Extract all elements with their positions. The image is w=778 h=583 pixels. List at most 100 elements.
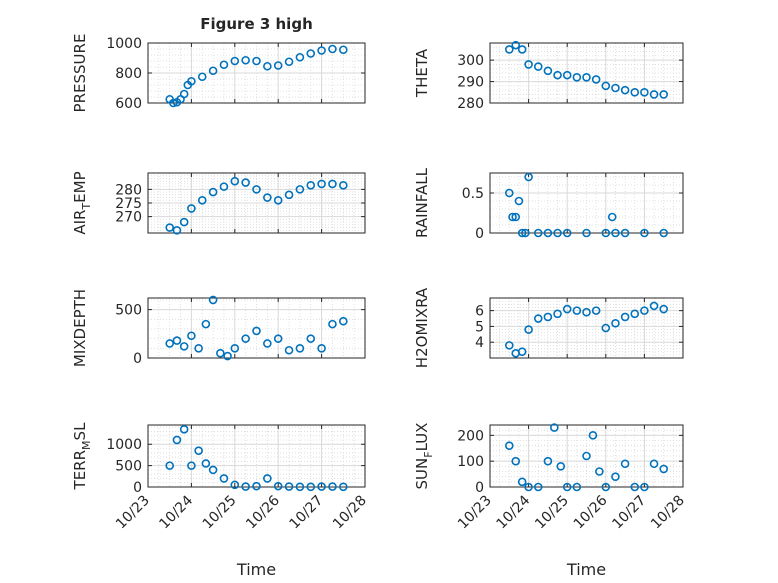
x-tick-label: 10/27 xyxy=(287,493,327,533)
data-point xyxy=(524,60,533,69)
y-tick-label: 290 xyxy=(457,75,484,91)
data-point xyxy=(572,482,582,492)
data-point xyxy=(263,339,272,348)
data-point xyxy=(640,482,649,492)
data-point xyxy=(179,217,189,227)
y-tick-label: 280 xyxy=(115,182,142,198)
data-point xyxy=(582,72,591,82)
data-point xyxy=(241,482,250,491)
y-tick-label: 270 xyxy=(115,210,142,226)
data-point xyxy=(219,182,229,191)
data-point xyxy=(511,40,521,50)
data-point xyxy=(659,90,669,99)
y-tick-label: 0.5 xyxy=(462,186,484,202)
y-tick-label: 6 xyxy=(475,304,484,320)
data-point xyxy=(553,70,562,80)
data-point xyxy=(263,61,272,71)
data-point xyxy=(533,62,543,71)
data-point xyxy=(317,179,326,189)
data-point xyxy=(179,424,189,434)
data-point xyxy=(197,72,207,82)
data-point xyxy=(562,70,572,80)
data-point xyxy=(543,228,553,238)
data-point xyxy=(208,187,218,197)
y-tick-label: 280 xyxy=(457,96,484,112)
data-points xyxy=(165,295,348,361)
data-point xyxy=(620,228,630,238)
y-axis-label: TERRMSL xyxy=(71,422,93,491)
data-point xyxy=(230,344,240,353)
x-tick-label: 10/26 xyxy=(571,492,611,532)
data-point xyxy=(172,225,182,235)
data-point xyxy=(284,190,294,200)
data-point xyxy=(284,482,294,491)
data-point xyxy=(328,44,337,54)
data-point xyxy=(241,334,250,343)
data-point xyxy=(508,212,517,222)
x-axis-label: Time xyxy=(566,560,606,579)
data-point xyxy=(562,482,572,492)
x-tick-label: 10/25 xyxy=(200,493,240,533)
data-point xyxy=(620,312,630,322)
subplot-h2omixra: 456 H2OMIXRA xyxy=(413,287,684,368)
data-point xyxy=(649,90,659,99)
data-point xyxy=(572,72,582,82)
y-tick-label: 5 xyxy=(475,319,484,335)
data-point xyxy=(230,56,240,66)
data-point xyxy=(306,49,316,58)
data-point xyxy=(504,188,514,198)
axes-box xyxy=(147,424,366,488)
y-tick-label: 500 xyxy=(115,459,142,475)
data-point xyxy=(306,334,316,343)
data-point xyxy=(169,98,178,108)
data-point xyxy=(611,472,620,481)
data-point xyxy=(201,319,211,329)
data-point xyxy=(208,295,218,305)
data-point xyxy=(317,482,326,491)
y-tick-label: 1000 xyxy=(106,437,142,453)
data-point xyxy=(197,195,207,205)
data-points xyxy=(504,423,669,492)
data-point xyxy=(524,482,533,492)
y-tick-label: 300 xyxy=(457,53,484,69)
data-point xyxy=(591,306,601,315)
data-point xyxy=(284,345,294,355)
data-point xyxy=(165,461,174,470)
axes-box xyxy=(489,424,684,488)
data-point xyxy=(601,81,611,91)
data-point xyxy=(194,446,203,455)
data-point xyxy=(562,304,572,314)
x-tick-label: 10/28 xyxy=(330,493,370,533)
data-point xyxy=(517,477,527,487)
x-tick-label: 10/25 xyxy=(532,493,572,533)
data-point xyxy=(640,228,649,238)
subplot-terr-msl: 0 500 1000 10/23 10/24 10/25 10/26 10/27 10/28 Ti… xyxy=(71,422,370,579)
data-point xyxy=(601,228,611,238)
data-point xyxy=(649,459,659,469)
data-point xyxy=(640,87,649,97)
x-tick-label: 10/24 xyxy=(494,492,534,532)
x-tick-label: 10/27 xyxy=(609,493,649,533)
minor-grid xyxy=(490,424,683,488)
data-point xyxy=(562,228,572,238)
data-point xyxy=(187,76,196,86)
x-tick-label: 10/28 xyxy=(648,493,688,533)
data-point xyxy=(230,176,240,186)
data-point xyxy=(252,185,261,194)
y-tick-label: 0 xyxy=(475,226,484,242)
data-point xyxy=(517,45,527,54)
data-point xyxy=(273,481,283,491)
data-point xyxy=(165,339,174,348)
data-point xyxy=(659,304,669,314)
data-point xyxy=(219,474,229,483)
data-point xyxy=(591,75,601,84)
data-point xyxy=(295,482,305,492)
data-point xyxy=(659,464,669,474)
data-point xyxy=(533,228,543,238)
data-point xyxy=(630,482,640,492)
data-point xyxy=(273,61,283,70)
data-point xyxy=(208,66,218,76)
data-point xyxy=(533,314,543,323)
data-point xyxy=(338,316,348,326)
data-point xyxy=(252,326,261,336)
